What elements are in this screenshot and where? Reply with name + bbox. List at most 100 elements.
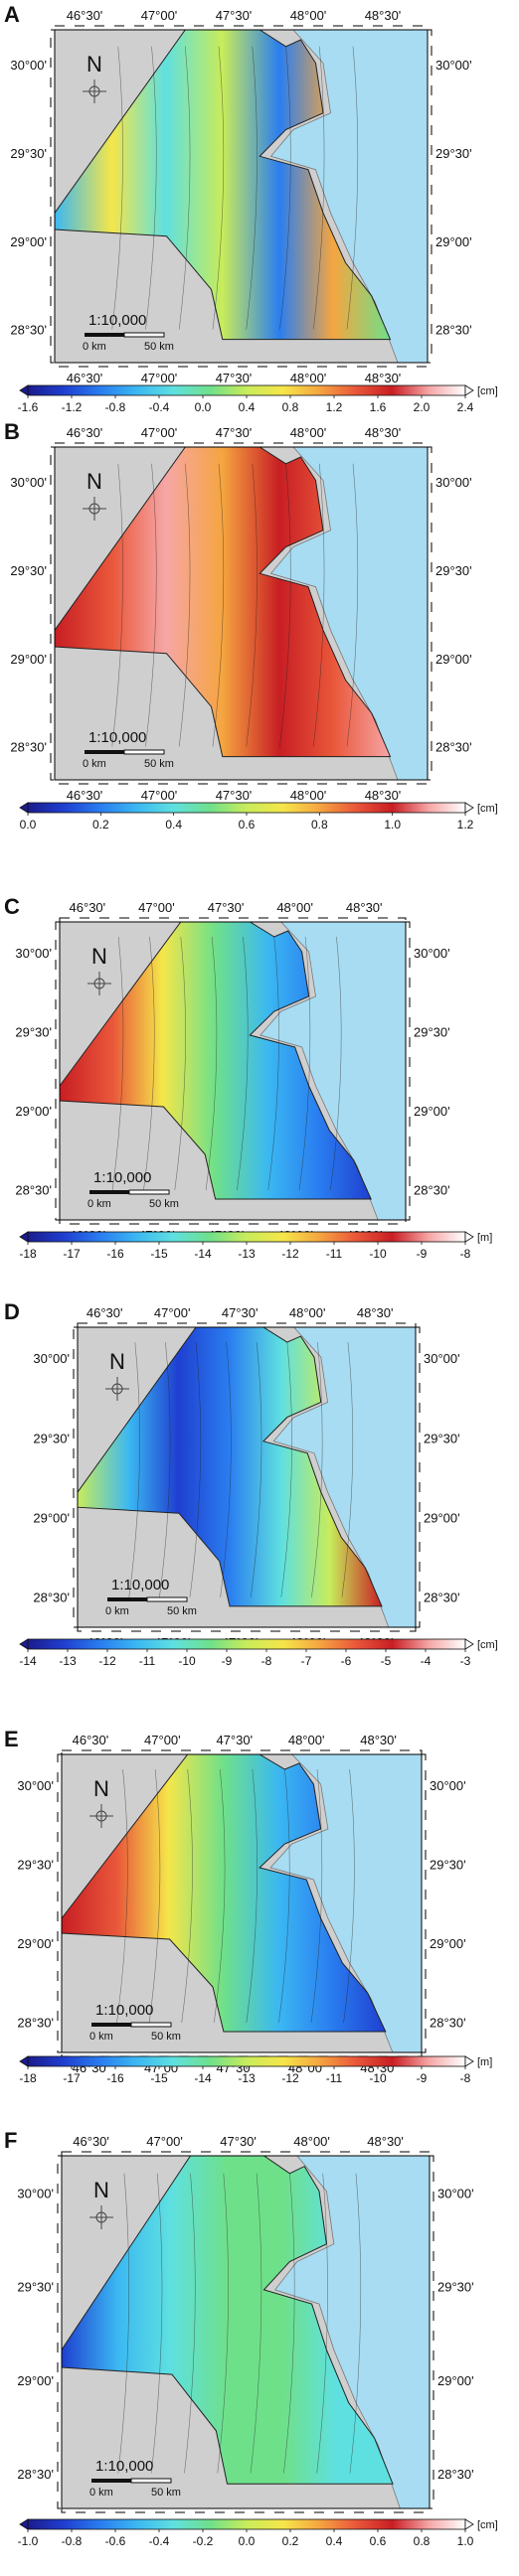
lon-label-top: 48°30'	[360, 1733, 397, 1747]
contour-line	[246, 463, 258, 747]
lat-label-right: 28°30'	[424, 1590, 460, 1604]
scale-fifty: 50 km	[167, 1605, 197, 1617]
lon-label-top: 47°30'	[222, 1305, 259, 1320]
lat-label-right: 30°00'	[437, 2187, 474, 2201]
lon-label-top: 48°00'	[290, 8, 327, 23]
lat-label-right: 29°00'	[435, 234, 472, 249]
colorbar-tick-label: -6	[341, 1654, 352, 1668]
scale-zero: 0 km	[83, 758, 106, 770]
colorbar-high-arrow	[464, 384, 474, 396]
map-svg: 46°30' 47°00' 47°30' 48°00' 48°30' 46°30' 47°0…	[10, 425, 497, 832]
contour-line	[159, 1342, 171, 1597]
lon-label-top: 48°30'	[365, 425, 402, 440]
contour-line	[246, 1768, 258, 2024]
colorbar-tick-label: 0.2	[282, 2534, 299, 2548]
colorbar-tick-label: -14	[194, 1247, 212, 1261]
colorbar-tick-label: 1.6	[370, 400, 387, 414]
colorbar-tick-label: -5	[381, 1654, 392, 1668]
contour-line	[150, 2173, 163, 2474]
lat-label-left: 29°00'	[10, 234, 47, 249]
colorbar-tick-label: 0.6	[239, 818, 256, 832]
lon-label-top: 48°00'	[290, 425, 327, 440]
colorbar-tick-label: -0.8	[105, 400, 126, 414]
colorbar-tick-label: 0.0	[239, 2534, 256, 2548]
colorbar-tick-label: -12	[281, 2071, 299, 2085]
lat-label-right: 29°00'	[437, 2373, 474, 2388]
contour-line	[250, 2173, 262, 2474]
lat-label-right: 29°30'	[414, 1025, 450, 1040]
colorbar-tick-label: -11	[326, 1247, 343, 1261]
colorbar-tick-label: 1.2	[326, 400, 343, 414]
frame-border-ticks	[61, 2051, 423, 2057]
contour-line	[283, 2173, 295, 2474]
map-panel-d: D46°30'47°00'47°30'48°00'48°30'46°30'47°…	[0, 1291, 519, 1691]
frame-border-ticks	[427, 29, 432, 364]
contour-line	[117, 2173, 129, 2474]
colorbar-tick-label: 1.0	[384, 818, 401, 832]
scale-ratio: 1:10,000	[88, 729, 146, 746]
colorbar-low-arrow	[19, 2055, 29, 2067]
frame-border-ticks	[405, 921, 411, 1221]
lat-label-left: 28°30'	[17, 2016, 54, 2031]
lon-label-top: 48°30'	[367, 2134, 404, 2149]
frame-border-ticks	[50, 446, 56, 781]
contour-line	[246, 46, 258, 330]
contour-line	[212, 463, 225, 747]
scale-fifty: 50 km	[149, 1198, 179, 1210]
panel-letter: D	[4, 1299, 20, 1324]
lon-label-top: 47°30'	[220, 2134, 257, 2149]
colorbar-tick-label: -11	[139, 1654, 156, 1668]
scale-bar	[85, 749, 165, 755]
colorbar-tick-label: 2.0	[414, 400, 431, 414]
lat-label-right: 29°00'	[430, 1936, 466, 1951]
colorbar-tick-label: 0.0	[20, 818, 37, 832]
country-field	[61, 1753, 387, 2033]
colorbar-tick-label: -13	[238, 2071, 256, 2085]
lat-label-left: 30°00'	[15, 946, 52, 961]
contour-line	[212, 46, 225, 330]
lon-label-bottom: 47°00'	[141, 371, 178, 385]
contour-line	[267, 936, 279, 1191]
scale-ratio: 1:10,000	[111, 1577, 169, 1593]
scale-ratio: 1:10,000	[95, 2002, 153, 2019]
lat-label-left: 28°30'	[17, 2467, 54, 2482]
colorbar-tick-label: -7	[301, 1654, 312, 1668]
north-arrow-icon	[87, 972, 111, 995]
lat-label-right: 29°00'	[414, 1104, 450, 1119]
lat-label-left: 30°00'	[10, 475, 47, 490]
colorbar-tick-label: 0.8	[311, 818, 328, 832]
north-arrow-label: N	[93, 1776, 109, 1801]
frame-border-ticks	[429, 2155, 434, 2509]
frame-border-ticks	[57, 2155, 63, 2509]
lat-label-left: 30°00'	[10, 58, 47, 73]
north-arrow-icon	[89, 1804, 113, 1828]
contour-line	[312, 46, 325, 330]
colorbar-high-arrow	[464, 2518, 474, 2530]
scale-bar	[107, 1596, 188, 1602]
frame-border-ticks	[50, 29, 56, 364]
lon-label-bottom: 47°30'	[216, 788, 253, 803]
frame-border-ticks	[421, 1753, 427, 2053]
colorbar-tick-label: -0.2	[193, 2534, 214, 2548]
lat-label-left: 29°30'	[10, 146, 47, 161]
contour-line	[341, 1342, 354, 1597]
panel-letter: C	[4, 894, 20, 919]
lat-label-left: 28°30'	[10, 323, 47, 338]
lat-label-left: 30°00'	[17, 1778, 54, 1793]
lon-label-top: 46°30'	[86, 1305, 123, 1320]
north-arrow-icon	[83, 497, 106, 521]
frame-border-ticks	[61, 2507, 431, 2513]
scale-zero: 0 km	[83, 341, 106, 353]
colorbar	[27, 1638, 466, 1650]
contour-line	[213, 1768, 226, 2024]
lat-label-left: 29°30'	[17, 2280, 54, 2295]
lat-label-right: 30°00'	[414, 946, 450, 961]
lon-label-top: 48°00'	[288, 1733, 325, 1747]
colorbar-tick-label: -18	[19, 1247, 37, 1261]
lon-label-top: 48°30'	[365, 8, 402, 23]
lat-label-right: 30°00'	[435, 475, 472, 490]
lon-label-bottom: 46°30'	[67, 788, 103, 803]
colorbar-high-arrow	[464, 2055, 474, 2067]
contour-line	[279, 46, 291, 330]
colorbar-tick-label: -0.6	[105, 2534, 126, 2548]
